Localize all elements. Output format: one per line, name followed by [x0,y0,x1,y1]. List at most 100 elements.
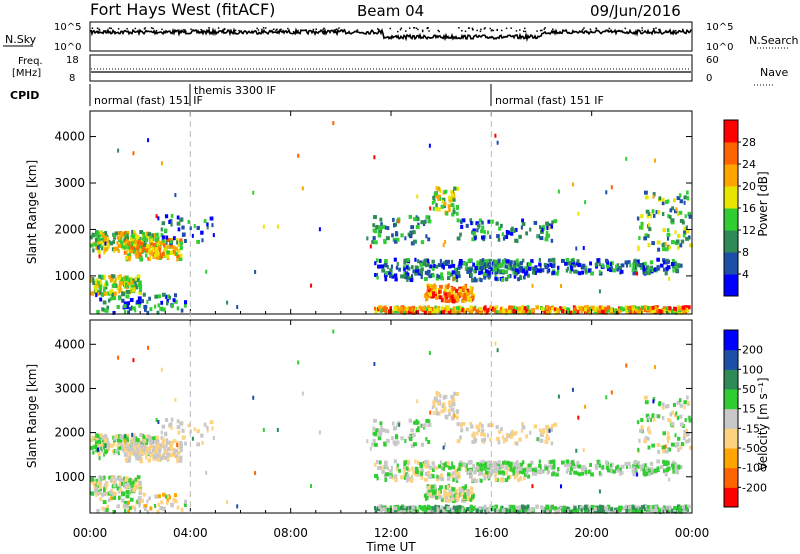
velocity-cell [659,465,664,470]
velocity-cell [576,460,580,465]
velocity-cell [580,508,583,513]
velocity-cell [139,442,144,447]
power-cell [143,236,147,241]
velocity-cell [536,469,540,474]
power-cell [127,301,131,306]
power-cell [669,215,672,220]
power-cell [170,304,174,309]
velocity-cell [483,463,487,468]
nsky-tick-low: 10^0 [54,42,81,53]
velocity-cell [411,505,415,510]
velocity-cell [417,467,420,472]
nave-tick-high: 60 [706,55,719,66]
power-cell [435,295,439,300]
power-cell [530,308,535,313]
velocity-cell [662,449,666,454]
nsearch-dot [98,28,100,31]
velocity-cell [164,448,169,453]
velocity-cell [422,423,426,428]
nsky-frame [89,21,693,52]
power-cell [493,309,497,314]
power-cell [439,188,442,193]
power-cell [483,230,486,235]
velocity-cell [573,509,576,514]
velocity-cell [112,495,117,500]
velocity-cell [567,462,572,467]
velocity-cell [460,428,464,433]
power-cell [104,247,109,252]
power-cell [500,223,503,228]
velocity-cell [451,487,455,492]
power-cell [437,263,442,268]
power-cell [458,263,463,268]
velocity-cell [443,406,447,411]
power-cell [513,261,517,266]
power-cell [651,209,655,214]
power-cell [632,306,635,311]
velocity-cell [428,507,432,512]
velocity-cell [175,453,178,458]
power-cell [125,230,130,235]
velocity-cell [163,445,166,450]
velocity-cell [139,433,143,438]
velocity-cell [176,456,180,461]
velocity-cell [423,493,427,498]
velocity-cell [106,445,110,450]
velocity-cell [428,488,431,493]
power-cell [206,225,209,230]
power-cell [567,307,571,312]
power-cell [399,306,403,311]
power-cell [125,233,129,238]
power-cell [103,285,107,290]
velocity-colorbar-swatch [724,467,738,488]
power-cell [518,310,522,315]
power-cell [652,194,655,199]
velocity-cell [107,447,110,452]
power-cell [394,277,398,282]
velocity-cell [526,504,530,509]
velocity-cell [406,459,410,464]
velocity-cell [420,442,425,447]
velocity-cell [518,437,522,442]
power-cell [236,305,239,310]
power-cell [534,270,537,275]
power-cell [161,238,164,243]
velocity-cell [129,451,134,456]
power-cell [474,265,478,270]
velocity-cell [372,426,376,431]
velocity-colorbar-tick-label: -15 [742,422,760,435]
velocity-cell [509,504,513,509]
velocity-cell [124,482,127,487]
power-cell [645,209,650,214]
power-cell [605,309,609,314]
power-cell [420,270,423,275]
power-cell [665,200,668,205]
velocity-cell [684,418,687,423]
nsearch-dot [273,28,275,30]
nsearch-dot [652,27,655,30]
nsearch-dot [315,28,317,30]
velocity-cell [476,462,480,467]
nsearch-dot [583,27,585,29]
velocity-cell [538,428,542,433]
velocity-cell [439,393,442,398]
velocity-cell [174,397,177,402]
velocity-cell [635,507,638,512]
power-cell [174,299,178,304]
power-cell [451,263,456,268]
velocity-cell [427,470,431,475]
velocity-cell [157,494,161,499]
velocity-cell [682,509,686,514]
velocity-cell [663,507,667,512]
power-cell [544,237,549,242]
power-cell [478,306,482,311]
power-cell [90,243,94,248]
velocity-cell [95,478,99,483]
nsearch-dot [335,28,338,30]
power-cell [124,309,127,314]
power-cell [457,274,461,279]
power-cell [649,260,654,265]
power-cell [297,153,300,158]
velocity-cell [424,492,429,497]
power-cell [533,267,537,272]
